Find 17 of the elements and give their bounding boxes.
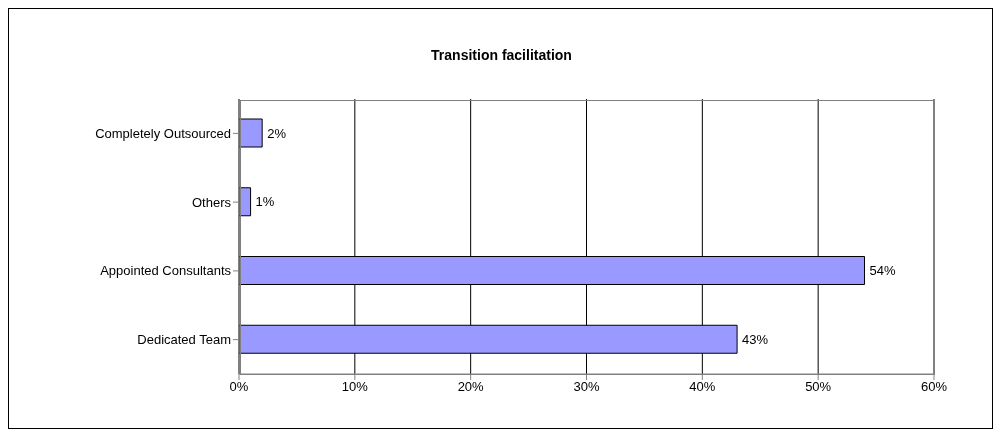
- x-tick-label: 40%: [689, 379, 716, 395]
- bar: [239, 118, 263, 148]
- x-tick-label: 0%: [229, 379, 249, 395]
- x-tick-label: 20%: [457, 379, 485, 395]
- data-label: 43%: [742, 331, 769, 347]
- chart-title: Transition facilitation: [430, 47, 573, 63]
- y-tick-label: Dedicated Team: [137, 332, 231, 348]
- y-tick-label: Appointed Consultants: [100, 263, 232, 279]
- y-tick-label: Completely Outsourced: [95, 125, 231, 141]
- x-tick-label: 30%: [573, 379, 600, 395]
- x-tick-label: 60%: [920, 379, 948, 395]
- y-tick-label: Others: [191, 194, 232, 210]
- data-label: 2%: [267, 125, 287, 141]
- x-tick-label: 50%: [805, 379, 832, 395]
- data-label: 54%: [869, 263, 896, 279]
- data-label: 1%: [255, 194, 275, 210]
- x-tick-label: 10%: [341, 379, 369, 395]
